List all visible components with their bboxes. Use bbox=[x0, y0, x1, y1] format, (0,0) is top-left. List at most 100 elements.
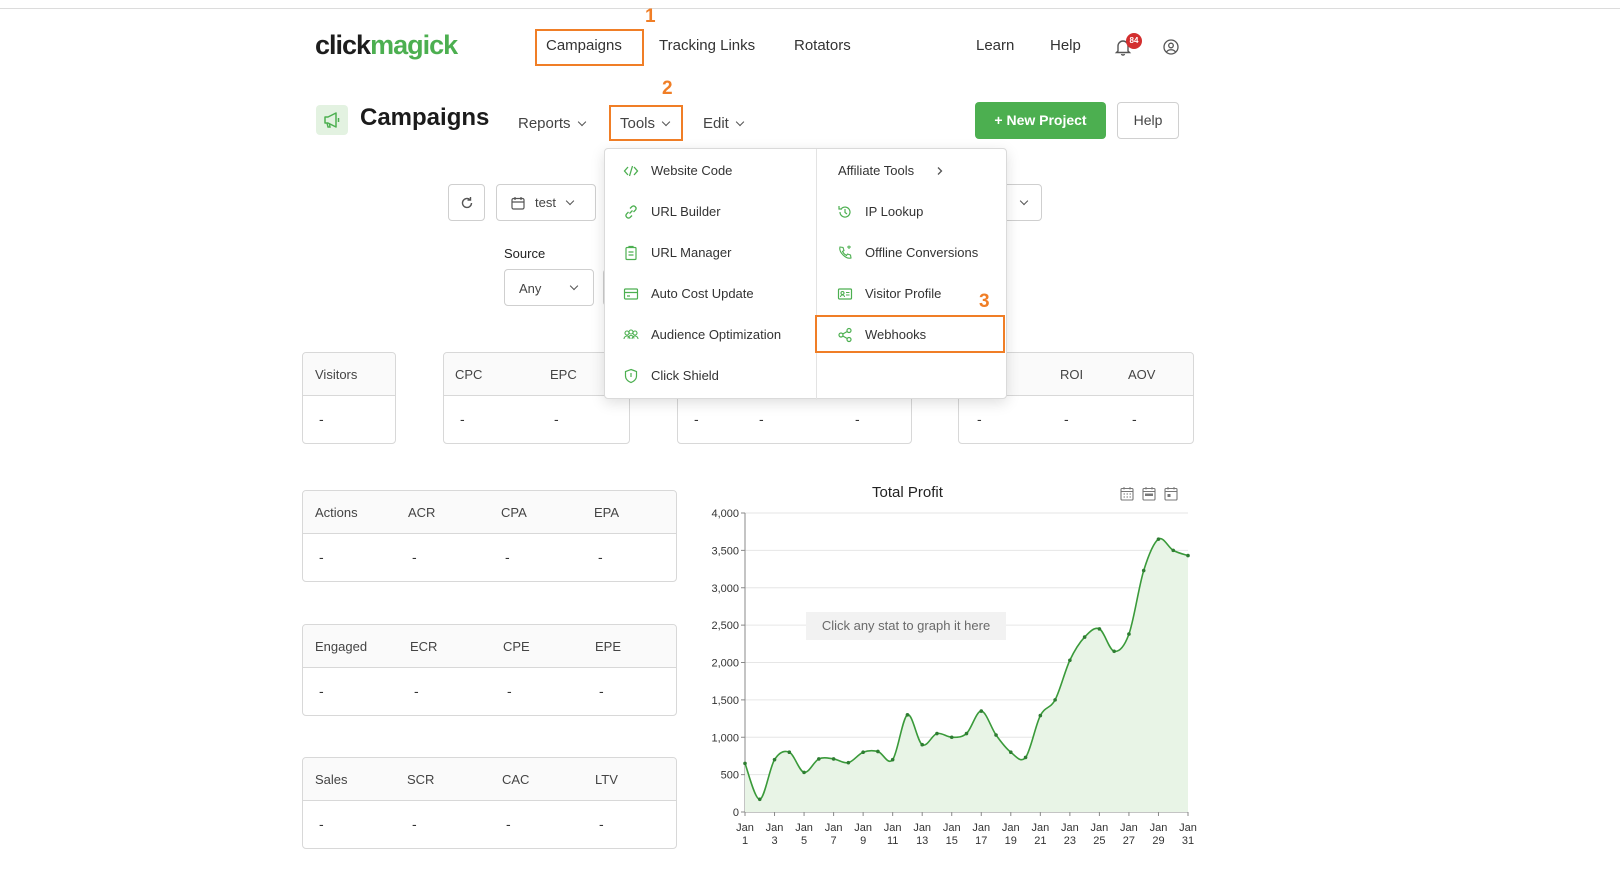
x-tick-label-day: 11 bbox=[887, 835, 898, 847]
edit-menu[interactable]: Edit bbox=[703, 115, 745, 132]
stat-card-engaged[interactable]: Engaged ECR CPE EPE - - - - bbox=[302, 624, 677, 716]
data-point bbox=[1053, 698, 1057, 702]
card-header bbox=[303, 758, 676, 801]
data-point bbox=[1127, 632, 1131, 636]
data-point bbox=[772, 757, 777, 762]
logo-text-click: click bbox=[315, 30, 371, 60]
card-header bbox=[303, 625, 676, 668]
menu-item-webhooks[interactable]: Webhooks bbox=[837, 324, 1002, 346]
x-tick-label-day: 3 bbox=[771, 835, 777, 847]
nav-campaigns[interactable]: Campaigns bbox=[546, 37, 622, 54]
stat-card-actions[interactable]: Actions ACR CPA EPA - - - - bbox=[302, 490, 677, 582]
stat-value: - bbox=[598, 549, 603, 565]
x-tick-label-month: Jan bbox=[736, 822, 754, 834]
menu-item-ip-lookup[interactable]: IP Lookup bbox=[837, 201, 1002, 223]
calendar-month-icon[interactable] bbox=[1164, 486, 1178, 501]
data-point bbox=[979, 709, 984, 713]
clickmagick-logo[interactable]: clickmagick bbox=[315, 30, 458, 61]
tools-menu[interactable]: Tools bbox=[620, 115, 671, 132]
reports-menu[interactable]: Reports bbox=[518, 115, 586, 132]
menu-item-audience-optimization[interactable]: Audience Optimization bbox=[623, 324, 808, 346]
nav-tracking-links[interactable]: Tracking Links bbox=[659, 37, 756, 54]
nav-help[interactable]: Help bbox=[1050, 37, 1081, 54]
history-icon bbox=[838, 206, 851, 218]
audience-icon bbox=[623, 329, 639, 340]
nav-learn[interactable]: Learn bbox=[976, 37, 1015, 54]
menu-item-visitor-profile[interactable]: Visitor Profile bbox=[837, 283, 1002, 305]
x-tick-label-month: Jan bbox=[854, 822, 872, 834]
menu-item-url-builder[interactable]: URL Builder bbox=[623, 201, 808, 223]
stat-label-engaged: Engaged bbox=[315, 639, 368, 654]
stat-value: - bbox=[1132, 411, 1137, 427]
new-project-button[interactable]: + New Project bbox=[975, 102, 1106, 139]
stat-value: - bbox=[554, 411, 559, 427]
menu-item-auto-cost-update[interactable]: Auto Cost Update bbox=[623, 283, 808, 305]
menu-item-label: Click Shield bbox=[651, 368, 719, 383]
code-icon bbox=[623, 165, 639, 177]
menu-item-label: URL Manager bbox=[651, 245, 732, 260]
data-point bbox=[920, 742, 924, 747]
x-tick-label-day: 7 bbox=[831, 835, 837, 847]
nav-rotators[interactable]: Rotators bbox=[794, 37, 851, 54]
menu-item-url-manager[interactable]: URL Manager bbox=[623, 242, 808, 264]
bell-icon[interactable] bbox=[1114, 38, 1132, 56]
share-icon bbox=[838, 327, 852, 343]
highlight-box-campaigns bbox=[535, 29, 644, 66]
y-tick-label: 3,500 bbox=[711, 545, 739, 557]
x-tick-label-month: Jan bbox=[1061, 822, 1079, 834]
x-tick-label-day: 27 bbox=[1123, 835, 1135, 847]
logo-text-magick: magick bbox=[370, 30, 458, 60]
x-tick-label-day: 13 bbox=[916, 835, 928, 847]
total-profit-chart[interactable]: 05001,0001,5002,0002,5003,0003,5004,000 … bbox=[695, 500, 1205, 860]
data-point bbox=[1141, 568, 1146, 573]
refresh-button[interactable] bbox=[448, 184, 485, 221]
date-range-select[interactable]: test bbox=[496, 184, 596, 221]
menu-item-website-code[interactable]: Website Code bbox=[623, 160, 808, 182]
stat-card-visitors[interactable]: Visitors - bbox=[302, 352, 396, 444]
page-title: Campaigns bbox=[360, 104, 490, 131]
stat-value: - bbox=[759, 411, 764, 427]
menu-item-affiliate-tools[interactable]: Affiliate Tools bbox=[838, 160, 998, 182]
user-avatar-icon[interactable] bbox=[1163, 39, 1179, 55]
menu-item-label: IP Lookup bbox=[865, 204, 924, 219]
chart-hint: Click any stat to graph it here bbox=[806, 612, 1006, 640]
data-point bbox=[876, 749, 880, 754]
stat-label-cpe: CPE bbox=[503, 639, 530, 654]
notification-badge: 84 bbox=[1126, 33, 1142, 49]
stat-value: - bbox=[412, 816, 417, 832]
menu-item-label: Website Code bbox=[651, 163, 733, 178]
stat-card-cost[interactable]: CPC EPC - - bbox=[443, 352, 630, 444]
source-label: Source bbox=[504, 246, 546, 261]
data-point bbox=[1156, 537, 1161, 541]
calendar-day-icon[interactable] bbox=[1120, 486, 1134, 501]
y-tick-label: 1,500 bbox=[711, 695, 739, 707]
card-header bbox=[303, 353, 395, 396]
stat-card-sales[interactable]: Sales SCR CAC LTV - - - - bbox=[302, 757, 677, 849]
card-header bbox=[303, 491, 676, 534]
menu-item-label: Audience Optimization bbox=[651, 327, 782, 342]
card-header bbox=[444, 353, 629, 396]
y-tick-label: 3,000 bbox=[711, 583, 739, 595]
x-tick-label-day: 21 bbox=[1034, 835, 1046, 847]
help-button[interactable]: Help bbox=[1117, 102, 1179, 139]
stat-label-actions: Actions bbox=[315, 505, 358, 520]
data-point bbox=[802, 770, 806, 775]
x-tick-label-month: Jan bbox=[943, 822, 961, 834]
top-border bbox=[0, 8, 1620, 9]
menu-item-offline-conversions[interactable]: Offline Conversions bbox=[837, 242, 1002, 264]
stat-value: - bbox=[460, 411, 465, 427]
x-tick-label-day: 31 bbox=[1182, 835, 1194, 847]
x-tick-label-day: 25 bbox=[1093, 835, 1105, 847]
x-tick-label-day: 29 bbox=[1152, 835, 1164, 847]
cost-card-icon bbox=[623, 288, 639, 300]
source-select[interactable]: Any bbox=[504, 269, 594, 306]
stat-value: - bbox=[319, 683, 324, 699]
menu-divider bbox=[816, 149, 817, 400]
link-icon bbox=[625, 205, 637, 219]
calendar-week-icon[interactable] bbox=[1142, 486, 1156, 501]
annotation-2: 2 bbox=[662, 78, 673, 99]
menu-item-click-shield[interactable]: Click Shield bbox=[623, 365, 808, 387]
x-tick-label-month: Jan bbox=[1150, 822, 1168, 834]
stat-label-ltv: LTV bbox=[595, 772, 618, 787]
data-point bbox=[1097, 627, 1102, 631]
